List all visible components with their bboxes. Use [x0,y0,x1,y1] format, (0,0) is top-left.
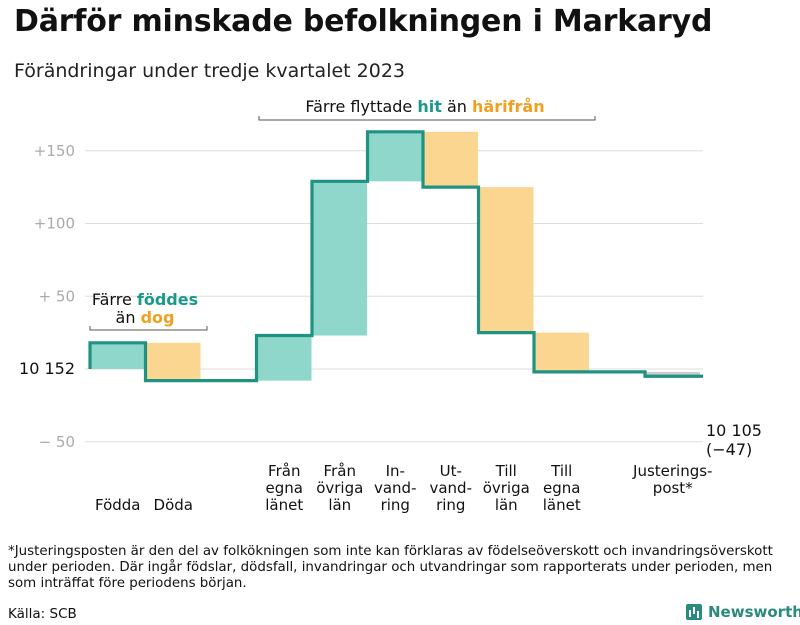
waterfall-bar [256,335,312,381]
waterfall-bar [367,131,423,182]
category-label-till-ovriga: Till övriga län [483,462,530,514]
category-label-line: länet [543,496,581,514]
category-label-line: egna [266,479,303,497]
category-label-line: Till [550,462,572,480]
category-label-line: Födda [95,496,141,514]
annotation-highlight-births: föddes [137,290,198,309]
category-label-fodda: Födda [95,496,141,514]
y-tick-label: +100 [34,215,75,233]
category-label-utvandring: Ut-vand-ring [429,462,472,514]
category-label-line: ring [436,496,465,514]
annotation-text: än [116,308,141,327]
annotation-births-line1: Färre föddes [92,290,198,309]
annotation-text: Färre flyttade [305,97,417,116]
cumulative-step-line [88,130,703,383]
category-label-till-egna: Till egna länet [543,462,581,514]
annotation-migration: Färre flyttade hit än härifrån [305,97,544,116]
category-label-line: Justerings- [632,462,712,480]
category-label-fran-ovriga: Från övriga län [316,462,363,514]
category-label-line: post* [653,479,693,497]
category-label-line: vand- [429,479,472,497]
category-label-justering: Justerings-post* [632,462,712,497]
annotation-highlight-highlight2: härifrån [472,97,545,116]
category-label-line: län [495,496,518,514]
y-tick-label: 10 152 [19,359,75,378]
waterfall-bar [90,342,145,369]
y-tick-label: − 50 [39,433,75,451]
end-value-label: 10 105 [706,421,762,440]
footnote: *Justeringsposten är den del av folkökni… [8,544,773,591]
waterfall-bar [478,187,534,333]
annotation-births-line2: än dog [116,308,175,327]
waterfall-bar [145,342,201,381]
category-label-line: Döda [154,496,193,514]
waterfall-bar [645,371,700,377]
category-label-line: Från [268,462,300,480]
annotation-bracket-births [89,326,208,331]
waterfall-bar [312,181,367,336]
category-label-line: In- [386,462,405,480]
annotation-highlight-deaths: dog [141,308,175,327]
category-label-line: länet [265,496,303,514]
category-label-line: Från [324,462,356,480]
waterfall-bar [423,131,478,188]
category-label-line: övriga [316,479,363,497]
end-change-label: (−47) [706,440,752,459]
y-tick-label: + 50 [39,287,75,305]
page-title: Därför minskade befolkningen i Markaryd [14,4,713,39]
waterfall-bar [534,332,589,372]
annotation-text: än [442,97,472,116]
category-label-line: län [328,496,351,514]
source-label: Källa: SCB [8,606,77,622]
category-label-line: vand- [374,479,417,497]
brand-name: Newsworthy [708,603,800,621]
category-label-line: egna [543,479,580,497]
category-label-line: ring [381,496,410,514]
category-label-line: Till [495,462,517,480]
page-subtitle: Förändringar under tredje kvartalet 2023 [14,60,406,82]
annotation-text: Färre [92,290,137,309]
y-tick-label: +150 [34,142,75,160]
brand-logo: Newsworthy [686,603,800,621]
annotation-highlight-highlight1: hit [417,97,442,116]
newsworthy-logo-icon [686,604,702,620]
category-label-doda: Döda [154,496,193,514]
category-label-line: övriga [483,479,530,497]
category-label-invandring: In-vand-ring [374,462,417,514]
category-label-fran-egna: Från egna länet [265,462,303,514]
annotation-bracket-migration [258,116,596,121]
category-label-line: Ut- [440,462,462,480]
